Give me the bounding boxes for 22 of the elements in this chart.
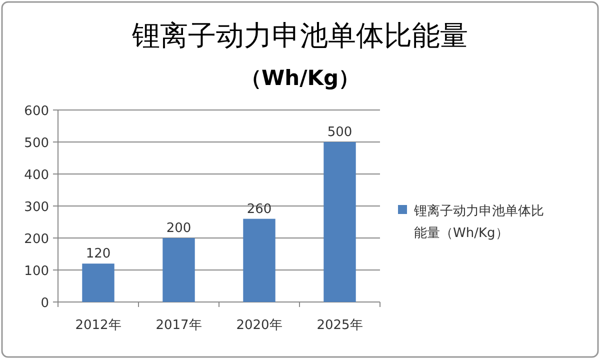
x-tick-label: 2012年 [75,318,122,333]
data-label: 120 [86,246,111,262]
chart-title: 锂离子动力申池单体比能量 [131,19,468,52]
x-tick-label: 2017年 [156,318,202,333]
y-tick-label: 500 [24,136,49,151]
bar [162,238,195,302]
x-tick-label: 2020年 [236,318,282,333]
bar [82,264,114,302]
bar [243,218,276,302]
data-label: 260 [246,202,272,217]
y-tick-label: 100 [24,264,49,279]
x-tick-label: 2025年 [316,318,363,333]
data-label: 500 [327,125,352,140]
y-tick-label: 200 [24,232,49,247]
y-tick-label: 600 [24,104,49,119]
data-label: 200 [166,221,192,236]
legend-label: 锂离子动力申池单体比能量（Wh/Kg） [413,203,544,241]
bar [324,142,356,302]
chart-subtitle: （Wh/Kg） [240,66,360,90]
y-tick-label: 300 [24,200,49,215]
y-tick-label: 0 [40,296,49,311]
y-tick-label: 400 [24,168,49,183]
